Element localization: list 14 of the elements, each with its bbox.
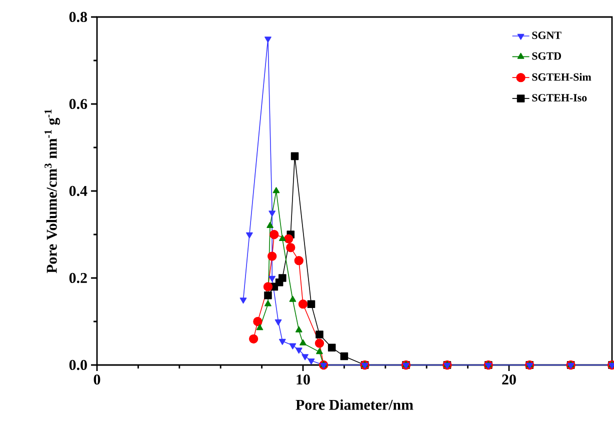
- legend-label: SGTEH-Iso: [532, 94, 587, 102]
- y-tick-label: 0.4: [69, 186, 88, 196]
- x-tick-label: 20: [502, 374, 516, 385]
- x-tick-label: 10: [296, 374, 310, 385]
- y-axis-title: Pore Volume/cm$^{3}$ nm$^{-1}$ g$^{-1}$: [44, 110, 60, 274]
- legend-label: SGNT: [532, 32, 562, 39]
- x-tick-label: 0: [94, 374, 100, 385]
- y-tick-label: 0.0: [69, 360, 87, 370]
- y-tick-label: 0.6: [69, 98, 88, 110]
- legend-label: SGTD: [532, 52, 561, 60]
- y-tick-label: 0.2: [69, 272, 87, 284]
- x-axis-title: Pore Diameter/nm: [296, 399, 414, 410]
- legend-label: SGTEH-Sim: [532, 73, 592, 81]
- y-tick-label: 0.8: [69, 12, 87, 22]
